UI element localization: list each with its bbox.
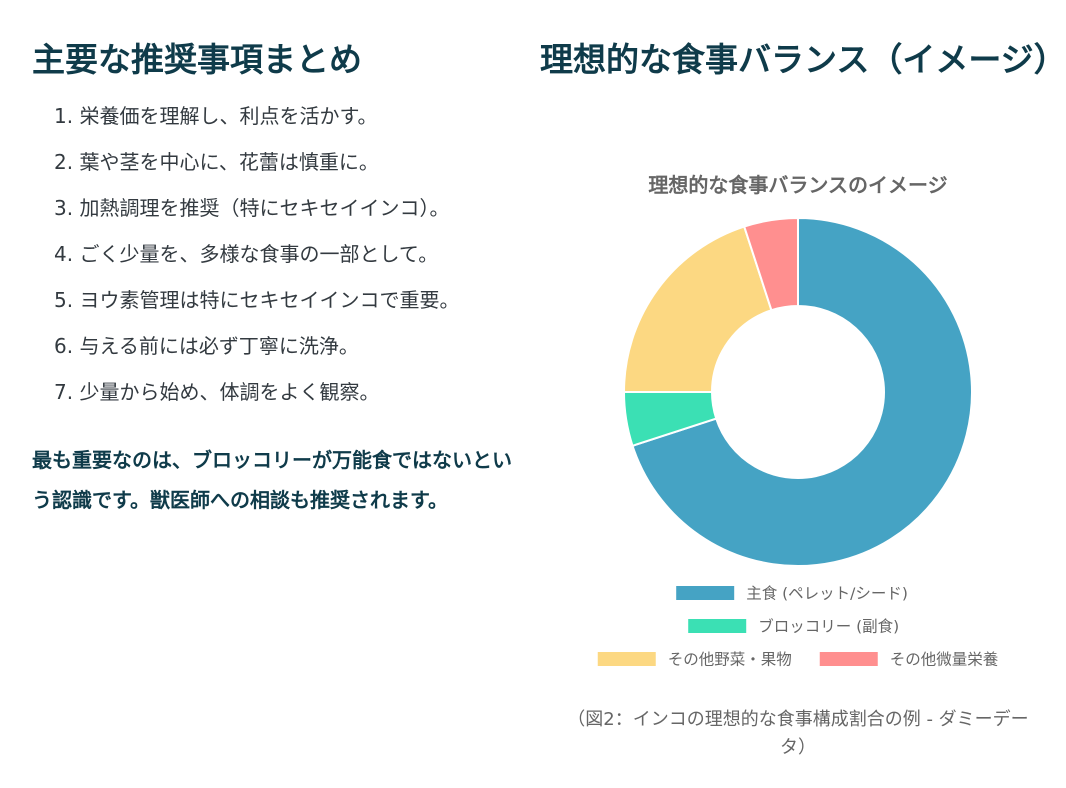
donut-slice[interactable] — [631, 216, 973, 567]
diet-balance-panel: 理想的な食事バランス（イメージ） — [540, 36, 1066, 84]
recommendations-title: 主要な推奨事項まとめ — [32, 40, 362, 79]
legend-swatch[interactable] — [688, 619, 747, 633]
legend-label[interactable]: 主食 (ペレット/シード) — [746, 585, 908, 603]
donut-slice[interactable] — [622, 225, 773, 393]
legend-swatch[interactable] — [597, 652, 656, 666]
summary-text: 最も重要なのは、ブロッコリーが万能食ではないという認識です。獣医師への相談も推奨… — [32, 448, 512, 512]
legend-swatch[interactable] — [676, 586, 735, 600]
list-item: 5. ヨウ素管理は特にセキセイインコで重要。 — [54, 288, 460, 312]
recommendations-list: 1. 栄養価を理解し、利点を活かす。 2. 葉や茎を中心に、花蕾は慎重に。 3.… — [32, 98, 522, 410]
list-item: 7. 少量から始め、体調をよく観察。 — [54, 380, 380, 404]
legend-label[interactable]: その他微量栄養 — [890, 651, 999, 669]
legend-label[interactable]: ブロッコリー (副食) — [758, 617, 899, 636]
list-item: 1. 栄養価を理解し、利点を活かす。 — [54, 104, 378, 128]
legend-swatch[interactable] — [819, 652, 878, 666]
chart-title: 理想的な食事バランスのイメージ — [648, 173, 947, 197]
list-item: 6. 与える前には必ず丁寧に洗浄。 — [54, 334, 359, 358]
list-item: 4. ごく少量を、多様な食事の一部として。 — [54, 242, 439, 266]
donut-slice[interactable] — [742, 216, 799, 312]
legend-label[interactable]: その他野菜・果物 — [668, 651, 792, 669]
list-item: 2. 葉や茎を中心に、花蕾は慎重に。 — [54, 150, 379, 174]
list-item: 3. 加熱調理を推奨（特にセキセイインコ）。 — [54, 196, 450, 220]
diet-balance-title: 理想的な食事バランス（イメージ） — [540, 40, 1066, 79]
chart-caption: （図2：インコの理想的な食事構成割合の例 - ダミーデータ） — [567, 709, 1029, 758]
recommendations-panel: 主要な推奨事項まとめ 1. 栄養価を理解し、利点を活かす。 2. 葉や茎を中心に… — [32, 36, 522, 520]
chart-container: 理想的な食事バランスのイメージ主食 (ペレット/シード) ブロッコリー (副食) そ… — [560, 160, 1036, 680]
